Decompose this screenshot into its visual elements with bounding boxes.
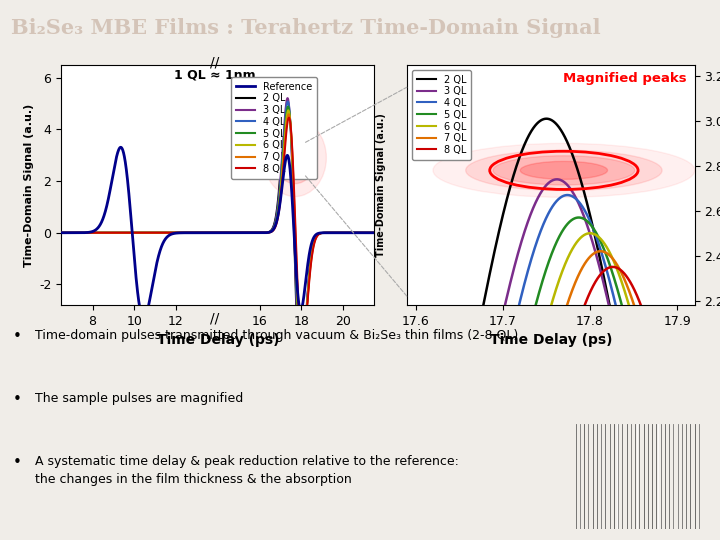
Ellipse shape (466, 150, 662, 191)
Ellipse shape (433, 144, 695, 197)
Text: Bi₂Se₃ MBE Films : Terahertz Time-Domain Signal: Bi₂Se₃ MBE Films : Terahertz Time-Domain… (11, 18, 600, 38)
Text: //: // (210, 56, 220, 70)
Text: Magnified peaks: Magnified peaks (562, 72, 686, 85)
Text: •: • (13, 392, 22, 407)
Text: •: • (13, 455, 22, 470)
Legend: Reference, 2 QL, 3 QL, 4 QL, 5 QL, 6 QL, 7 QL, 8 QL: Reference, 2 QL, 3 QL, 4 QL, 5 QL, 6 QL,… (231, 77, 318, 179)
Circle shape (289, 150, 301, 166)
Text: //: // (210, 312, 220, 326)
Text: 1 QL ≈ 1nm: 1 QL ≈ 1nm (174, 69, 256, 82)
Text: The sample pulses are magnified: The sample pulses are magnified (35, 392, 243, 405)
Y-axis label: Time-Domain Signal (a.u.): Time-Domain Signal (a.u.) (24, 103, 34, 267)
Circle shape (292, 154, 298, 161)
Text: Time-domain pulses transmitted through vacuum & Bi₂Se₃ thin films (2-8 QL): Time-domain pulses transmitted through v… (35, 328, 518, 342)
X-axis label: Time Delay (ps): Time Delay (ps) (156, 333, 279, 347)
Text: A systematic time delay & peak reduction relative to the reference:
the changes : A systematic time delay & peak reduction… (35, 455, 459, 487)
Legend: 2 QL, 3 QL, 4 QL, 5 QL, 6 QL, 7 QL, 8 QL: 2 QL, 3 QL, 4 QL, 5 QL, 6 QL, 7 QL, 8 QL (412, 70, 471, 160)
Text: Time-Domain Signal (a.u.): Time-Domain Signal (a.u.) (376, 113, 386, 257)
Text: •: • (13, 328, 22, 343)
Ellipse shape (493, 156, 635, 185)
X-axis label: Time Delay (ps): Time Delay (ps) (490, 333, 612, 347)
Circle shape (274, 132, 316, 184)
Circle shape (292, 155, 297, 161)
Circle shape (282, 143, 307, 173)
Circle shape (264, 119, 326, 197)
Ellipse shape (521, 161, 608, 179)
